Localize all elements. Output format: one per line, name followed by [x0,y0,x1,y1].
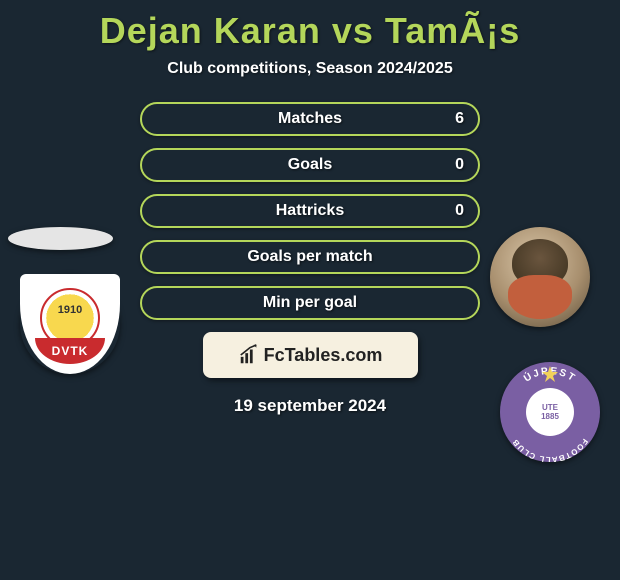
stat-label: Goals [288,156,332,174]
source-brand: FcTables.com [264,345,383,366]
club-right-center-bot: 1885 [541,412,559,421]
page-subtitle: Club competitions, Season 2024/2025 [0,60,620,78]
stat-right-value: 0 [455,202,464,220]
stat-label: Goals per match [247,248,372,266]
stats-list: Matches 6 Goals 0 Hattricks 0 Goals per … [140,102,480,320]
club-right-badge: ÚJPEST FOOTBALL CLUB UTE 1885 [500,362,600,462]
page-title: Dejan Karan vs TamÃ¡s [0,0,620,52]
stat-label: Hattricks [276,202,344,220]
stat-row: Min per goal [140,286,480,320]
stat-label: Matches [278,110,342,128]
player-left-avatar [8,227,113,250]
player-right-avatar [490,227,590,327]
club-right-center-top: UTE [542,403,558,412]
stat-row: Goals 0 [140,148,480,182]
comparison-area: 1910 DVTK ÚJPEST FOOTBALL CLUB UTE 1 [0,102,620,416]
stat-row: Hattricks 0 [140,194,480,228]
club-left-year: 1910 [58,304,82,316]
club-left-badge: 1910 DVTK [20,274,120,374]
stat-row: Matches 6 [140,102,480,136]
stat-label: Min per goal [263,294,357,312]
stat-right-value: 0 [455,156,464,174]
source-badge: FcTables.com [203,332,418,378]
svg-text:FOOTBALL CLUB: FOOTBALL CLUB [510,437,589,462]
chart-icon [238,344,260,366]
stat-right-value: 6 [455,110,464,128]
stat-row: Goals per match [140,240,480,274]
club-left-abbr: DVTK [35,338,105,364]
